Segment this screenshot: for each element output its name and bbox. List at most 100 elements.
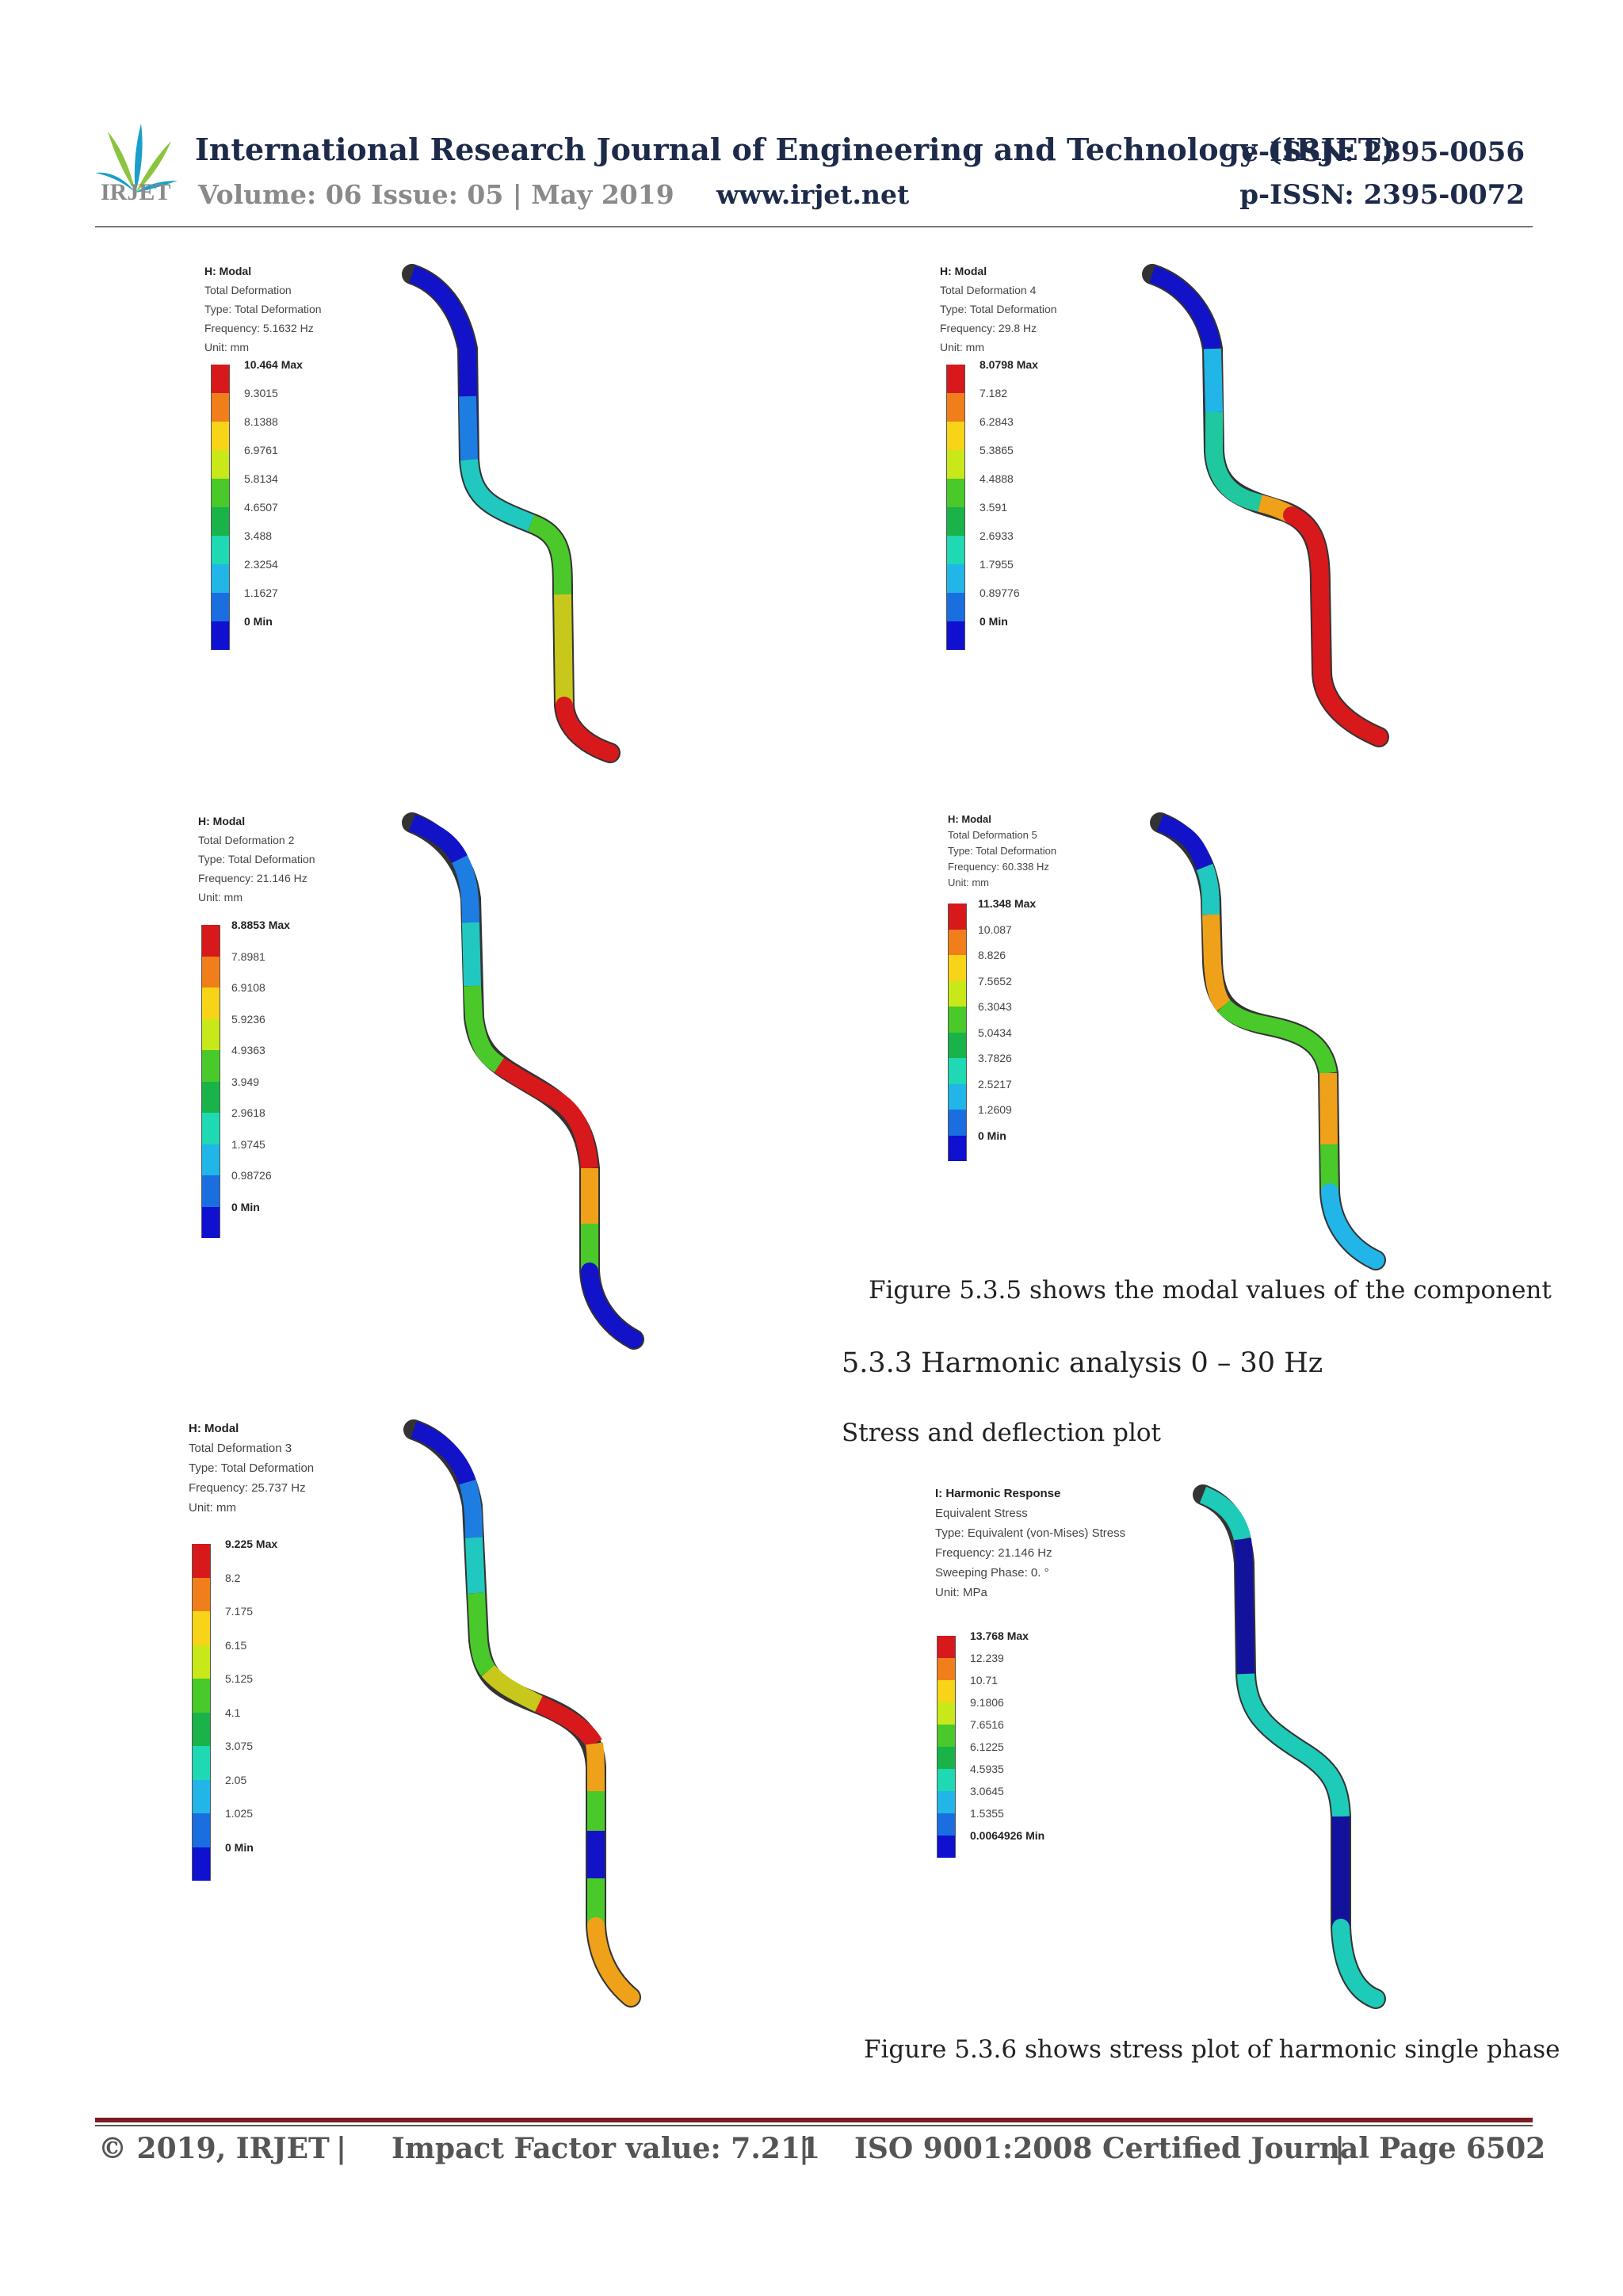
legend-swatch: [948, 1083, 967, 1110]
plot-frequency: Frequency: 25.737 Hz: [189, 1481, 306, 1495]
plot-info: H: Modal Total Deformation 4 Type: Total…: [940, 262, 1057, 357]
legend-label: 3.7826: [978, 1052, 1012, 1064]
legend-label: 1.7955: [980, 558, 1014, 571]
legend-swatch: [948, 929, 967, 955]
footer-separator: |: [799, 2132, 810, 2165]
legend-swatch: [948, 1058, 967, 1084]
legend-swatch: [201, 1018, 220, 1050]
legend-swatch: [937, 1791, 956, 1813]
figure-caption-5-3-5: Figure 5.3.5 shows the modal values of t…: [869, 1276, 1552, 1305]
legend-swatch: [192, 1813, 211, 1847]
plot-unit: Unit: mm: [198, 891, 242, 904]
legend-swatch: [948, 955, 967, 981]
legend-swatch: [946, 479, 965, 507]
legend-label: 1.025: [225, 1807, 254, 1820]
legend-label: 7.5652: [978, 974, 1012, 988]
plot-info: H: Modal Total Deformation Type: Total D…: [204, 262, 322, 357]
legend-label: 10.087: [978, 923, 1012, 936]
figure-caption-5-3-6: Figure 5.3.6 shows stress plot of harmon…: [864, 2035, 1560, 2064]
plot-info: I: Harmonic Response Equivalent Stress T…: [935, 1484, 1125, 1603]
plot-unit: Unit: mm: [948, 877, 989, 888]
pipe-model-4: [1150, 812, 1386, 1270]
legend-swatch: [192, 1544, 211, 1578]
legend-label: 9.3015: [244, 387, 278, 399]
legend-swatch: [211, 450, 230, 479]
plot-result: Total Deformation 5: [948, 829, 1037, 841]
legend-swatch: [201, 1144, 220, 1175]
plot-title: H: Modal: [189, 1422, 239, 1435]
volume-issue: Volume: 06 Issue: 05 | May 2019: [198, 179, 674, 210]
legend-swatch: [946, 564, 965, 593]
legend-swatch: [201, 1050, 220, 1082]
legend-label: 8.1388: [244, 415, 278, 428]
legend-label: 7.175: [225, 1605, 254, 1618]
legend-swatch: [201, 1081, 220, 1113]
plot-frequency: Frequency: 21.146 Hz: [198, 872, 307, 884]
legend-swatch: [946, 450, 965, 479]
plot-type: Type: Total Deformation: [204, 303, 322, 315]
footer-divider-thin: [95, 2125, 1533, 2126]
e-issn: e-ISSN: 2395-0056: [1241, 136, 1525, 168]
legend-label: 6.9108: [231, 981, 265, 994]
legend-label: 10.71: [970, 1674, 999, 1687]
legend-swatch: [948, 1007, 967, 1033]
legend-label: 6.15: [225, 1638, 247, 1652]
logo-text: IRJET: [101, 179, 171, 205]
plot-result: Total Deformation 4: [940, 284, 1037, 296]
legend-label: 0 Min: [225, 1840, 254, 1854]
footer-page-number: Page 6502: [1379, 2132, 1546, 2165]
legend-label: 6.2843: [980, 415, 1014, 428]
legend-swatch: [946, 365, 965, 393]
legend-label: 8.2: [225, 1571, 241, 1584]
footer-separator: |: [336, 2132, 347, 2165]
plot-title: H: Modal: [940, 265, 987, 277]
legend-label: 11.348 Max: [978, 897, 1037, 910]
plot-frequency: Frequency: 5.1632 Hz: [204, 322, 314, 334]
plot-title: H: Modal: [204, 265, 252, 277]
legend-swatch: [192, 1779, 211, 1813]
legend-swatch: [192, 1679, 211, 1713]
legend-label: 8.826: [978, 949, 1006, 961]
plot-frequency: Frequency: 60.338 Hz: [948, 861, 1049, 873]
legend-swatch: [192, 1611, 211, 1645]
journal-website[interactable]: www.irjet.net: [716, 179, 910, 210]
plot-type: Type: Total Deformation: [948, 845, 1057, 857]
legend-label: 4.6507: [244, 501, 278, 514]
legend-swatch: [937, 1702, 956, 1725]
plot-type: Type: Total Deformation: [940, 303, 1057, 315]
legend-swatch: [211, 393, 230, 422]
legend-label: 3.488: [244, 529, 273, 542]
legend-swatch: [946, 621, 965, 650]
legend-swatch: [192, 1847, 211, 1881]
legend-swatch: [937, 1636, 956, 1658]
legend-swatch: [211, 593, 230, 621]
legend-swatch: [211, 479, 230, 507]
plot-info: H: Modal Total Deformation 3 Type: Total…: [189, 1419, 314, 1518]
legend-swatch: [192, 1746, 211, 1780]
legend-label: 2.05: [225, 1773, 247, 1786]
plot-result: Total Deformation 3: [189, 1442, 292, 1455]
legend-label: 0.0064926 Min: [970, 1829, 1045, 1842]
modal-plot-3: H: Modal Total Deformation 2 Type: Total…: [198, 812, 315, 1238]
legend-label: 9.225 Max: [225, 1538, 278, 1550]
legend-label: 5.0434: [978, 1026, 1012, 1039]
legend-label: 3.0645: [970, 1785, 1004, 1797]
legend-label: 3.075: [225, 1740, 254, 1752]
plot-type: Type: Equivalent (von-Mises) Stress: [935, 1526, 1126, 1540]
pipe-model-3: [402, 812, 644, 1350]
legend-swatch: [211, 536, 230, 564]
legend-label: 6.3043: [978, 1000, 1012, 1013]
legend-label: 2.5217: [978, 1077, 1012, 1091]
legend-swatch: [201, 1113, 220, 1144]
plot-title: H: Modal: [198, 815, 246, 827]
legend-swatch: [937, 1769, 956, 1791]
modal-plot-4: H: Modal Total Deformation 5 Type: Total…: [948, 812, 1057, 1161]
legend-swatch: [201, 1206, 220, 1238]
plot-frequency: Frequency: 21.146 Hz: [935, 1546, 1052, 1560]
legend-label: 6.9761: [244, 444, 278, 457]
section-heading: 5.3.3 Harmonic analysis 0 – 30 Hz: [842, 1347, 1323, 1379]
legend-label: 0 Min: [231, 1200, 260, 1213]
harmonic-stress-plot: I: Harmonic Response Equivalent Stress T…: [935, 1484, 1125, 1858]
pipe-model-6: [1193, 1484, 1386, 2009]
legend-swatch: [948, 1032, 967, 1058]
